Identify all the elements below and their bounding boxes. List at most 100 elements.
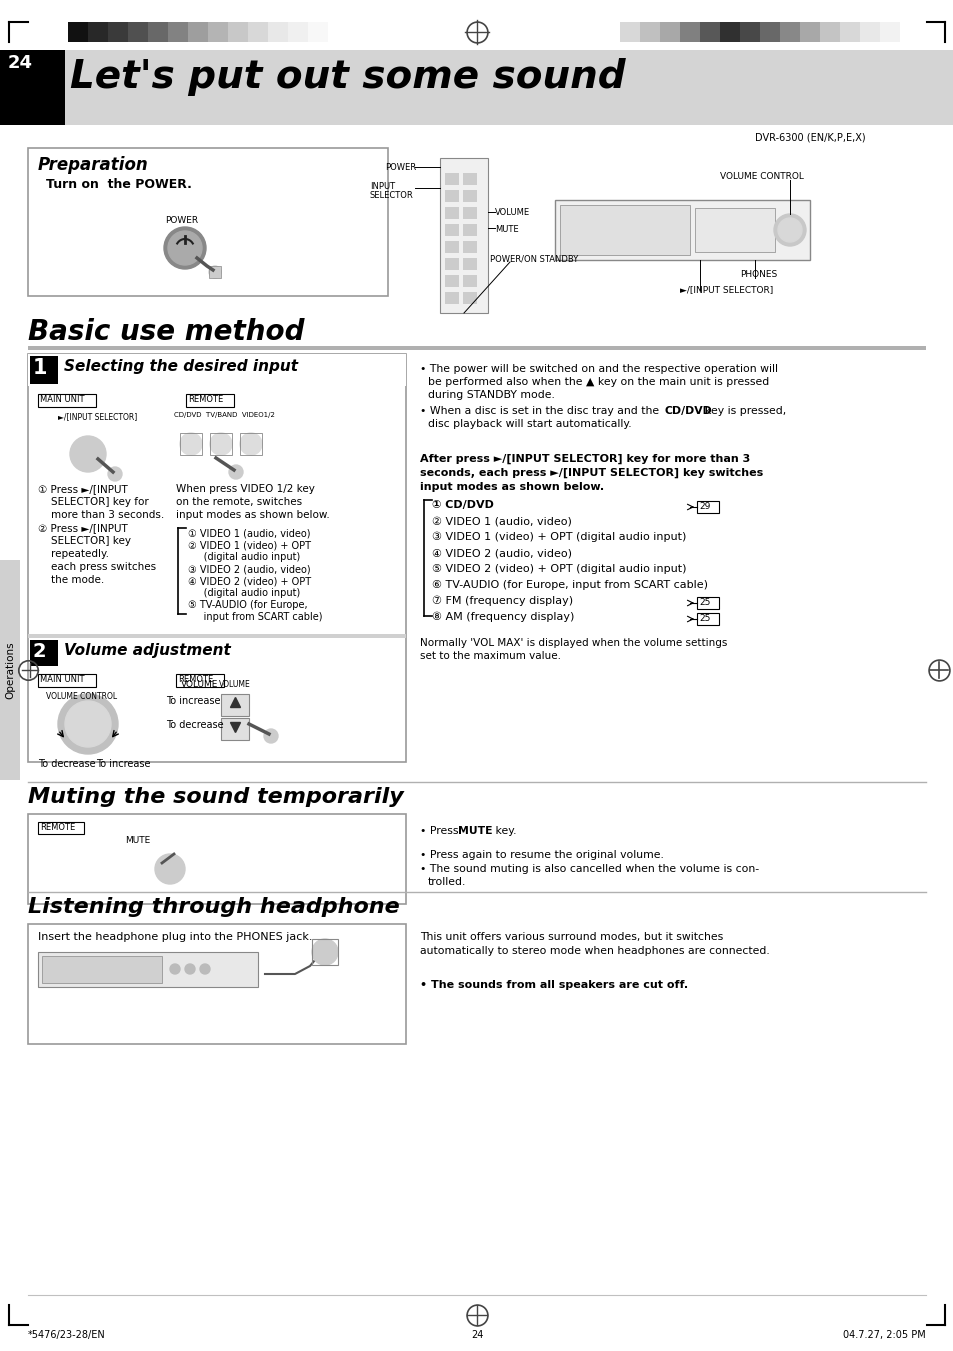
Bar: [248, 22, 268, 42]
Bar: [462, 207, 476, 219]
Bar: [695, 208, 774, 253]
Text: This unit offers various surround modes, but it switches: This unit offers various surround modes,…: [419, 932, 722, 942]
Circle shape: [240, 434, 262, 455]
Text: ③ VIDEO 2 (audio, video): ③ VIDEO 2 (audio, video): [188, 563, 311, 574]
Bar: [780, 22, 800, 42]
Text: Operations: Operations: [5, 642, 15, 698]
Circle shape: [70, 436, 106, 471]
Text: INPUT: INPUT: [370, 182, 395, 190]
Bar: [38, 394, 96, 407]
Bar: [462, 173, 476, 185]
Text: ⑥ TV-AUDIO (for Europe, input from SCART cable): ⑥ TV-AUDIO (for Europe, input from SCART…: [432, 580, 707, 590]
Circle shape: [185, 965, 194, 974]
Bar: [760, 22, 780, 42]
Text: To increase: To increase: [96, 759, 151, 769]
Text: ⑤ TV-AUDIO (for Europe,: ⑤ TV-AUDIO (for Europe,: [188, 600, 307, 611]
Bar: [28, 354, 406, 762]
Text: REMOTE: REMOTE: [178, 676, 213, 684]
Text: Normally 'VOL MAX' is displayed when the volume settings: Normally 'VOL MAX' is displayed when the…: [419, 638, 726, 648]
Bar: [462, 276, 476, 286]
Text: seconds, each press ►/[INPUT SELECTOR] key switches: seconds, each press ►/[INPUT SELECTOR] k…: [419, 467, 762, 478]
Bar: [168, 22, 188, 42]
Bar: [240, 434, 262, 455]
Bar: [175, 674, 224, 688]
Circle shape: [164, 227, 206, 269]
Bar: [28, 354, 406, 386]
Bar: [88, 22, 108, 42]
Text: Listening through headphone: Listening through headphone: [28, 897, 399, 917]
Text: ►/[INPUT SELECTOR]: ►/[INPUT SELECTOR]: [58, 412, 137, 422]
Text: When press VIDEO 1/2 key: When press VIDEO 1/2 key: [175, 484, 314, 494]
Text: ③ VIDEO 1 (video) + OPT (digital audio input): ③ VIDEO 1 (video) + OPT (digital audio i…: [432, 532, 685, 542]
Text: • The power will be switched on and the respective operation will: • The power will be switched on and the …: [419, 363, 778, 374]
Bar: [559, 205, 689, 255]
Bar: [221, 717, 249, 740]
Bar: [697, 613, 719, 626]
Bar: [210, 434, 232, 455]
Text: ⑤ VIDEO 2 (video) + OPT (digital audio input): ⑤ VIDEO 2 (video) + OPT (digital audio i…: [432, 563, 686, 574]
Text: SELECTOR] key for: SELECTOR] key for: [38, 497, 149, 507]
Bar: [462, 240, 476, 253]
Text: MUTE: MUTE: [125, 836, 150, 844]
Bar: [444, 224, 458, 236]
Bar: [697, 501, 719, 513]
Text: POWER: POWER: [385, 163, 416, 172]
Bar: [444, 276, 458, 286]
Text: the mode.: the mode.: [38, 576, 104, 585]
Text: To increase: To increase: [166, 696, 220, 707]
Bar: [38, 674, 96, 688]
Bar: [288, 22, 308, 42]
Circle shape: [210, 434, 232, 455]
Text: SELECTOR: SELECTOR: [370, 190, 414, 200]
Text: on the remote, switches: on the remote, switches: [175, 497, 302, 507]
Bar: [444, 190, 458, 203]
Text: 25: 25: [699, 598, 710, 607]
Text: • The sounds from all speakers are cut off.: • The sounds from all speakers are cut o…: [419, 979, 687, 990]
Bar: [0, 561, 20, 780]
Bar: [0, 50, 65, 126]
Bar: [679, 22, 700, 42]
Bar: [639, 22, 659, 42]
Text: POWER/ON STANDBY: POWER/ON STANDBY: [490, 255, 578, 263]
Text: trolled.: trolled.: [428, 877, 466, 888]
Text: disc playback will start automatically.: disc playback will start automatically.: [428, 419, 631, 430]
Bar: [221, 694, 249, 716]
Bar: [444, 240, 458, 253]
Text: 24: 24: [471, 1329, 482, 1340]
Text: 2: 2: [33, 642, 47, 661]
Text: Turn on  the POWER.: Turn on the POWER.: [46, 178, 192, 190]
Bar: [444, 207, 458, 219]
Bar: [42, 957, 162, 984]
Bar: [820, 22, 840, 42]
Text: MUTE: MUTE: [495, 226, 518, 234]
Text: ② VIDEO 1 (video) + OPT: ② VIDEO 1 (video) + OPT: [188, 540, 311, 550]
Text: VOLUME: VOLUME: [219, 680, 251, 689]
Text: be performed also when the ▲ key on the main unit is pressed: be performed also when the ▲ key on the …: [428, 377, 768, 386]
Text: • Press: • Press: [419, 825, 461, 836]
Bar: [38, 821, 84, 834]
Text: CD/DVD  TV/BAND  VIDEO1/2: CD/DVD TV/BAND VIDEO1/2: [173, 412, 274, 417]
Bar: [38, 952, 257, 988]
Bar: [444, 292, 458, 304]
Bar: [68, 22, 88, 42]
Text: ⑧ AM (frequency display): ⑧ AM (frequency display): [432, 612, 574, 623]
Circle shape: [209, 266, 221, 278]
Bar: [619, 22, 639, 42]
Text: ④ VIDEO 2 (video) + OPT: ④ VIDEO 2 (video) + OPT: [188, 576, 311, 586]
Text: CD/DVD: CD/DVD: [664, 407, 712, 416]
Bar: [462, 292, 476, 304]
Bar: [439, 158, 488, 313]
Text: more than 3 seconds.: more than 3 seconds.: [38, 509, 164, 520]
Text: ① CD/DVD: ① CD/DVD: [432, 500, 494, 509]
Text: set to the maximum value.: set to the maximum value.: [419, 651, 560, 661]
Text: After press ►/[INPUT SELECTOR] key for more than 3: After press ►/[INPUT SELECTOR] key for m…: [419, 454, 749, 465]
Bar: [128, 22, 148, 42]
Bar: [800, 22, 820, 42]
Bar: [268, 22, 288, 42]
Circle shape: [773, 213, 805, 246]
Bar: [180, 434, 202, 455]
Bar: [659, 22, 679, 42]
Text: VOLUME CONTROL: VOLUME CONTROL: [46, 692, 117, 701]
Circle shape: [154, 854, 185, 884]
Text: Let's put out some sound: Let's put out some sound: [70, 58, 625, 96]
